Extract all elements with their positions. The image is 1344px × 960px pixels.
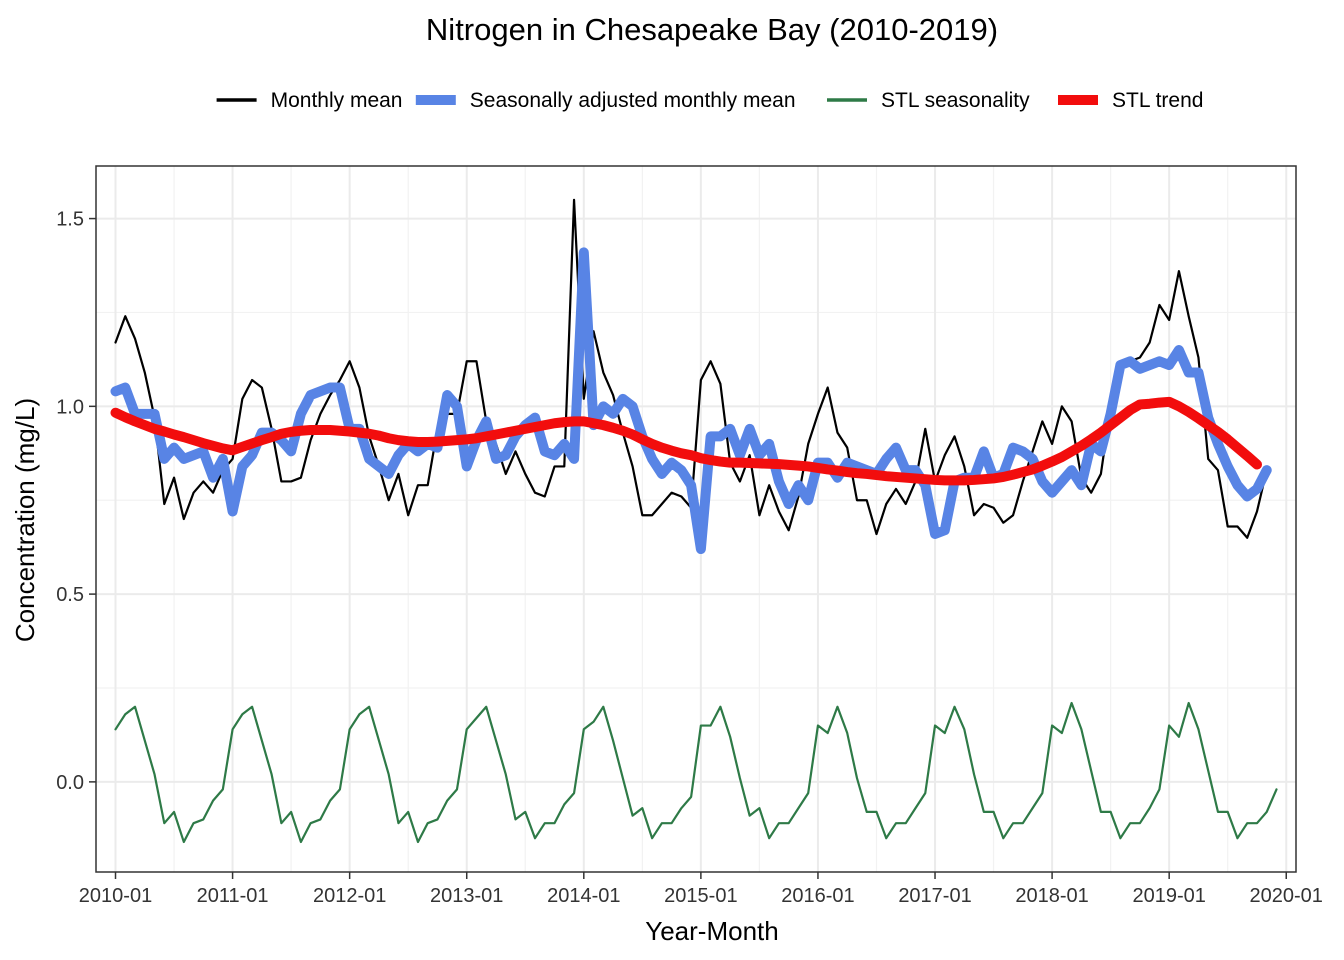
y-tick-label: 0.5 bbox=[56, 584, 84, 606]
legend-label-monthly-mean: Monthly mean bbox=[271, 89, 403, 112]
x-tick-label: 2016-01 bbox=[781, 885, 854, 907]
x-axis: 2010-01 2011-01 2012-01 2013-01 2014-01 2015-… bbox=[79, 872, 1323, 907]
series-stl-seasonality-line bbox=[114, 701, 1278, 844]
y-tick-label: 1.0 bbox=[56, 396, 84, 418]
x-tick-label: 2012-01 bbox=[313, 885, 386, 907]
x-tick-label: 2011-01 bbox=[197, 885, 269, 907]
x-tick-label: 2020-01 bbox=[1250, 885, 1323, 907]
legend-label-seasonally-adjusted: Seasonally adjusted monthly mean bbox=[470, 89, 796, 112]
x-axis-title: Year-Month bbox=[645, 916, 778, 946]
x-tick-label: 2013-01 bbox=[430, 885, 503, 907]
x-tick-label: 2014-01 bbox=[547, 885, 620, 907]
y-tick-label: 1.5 bbox=[56, 209, 84, 231]
y-axis: 0.0 0.5 1.0 1.5 bbox=[56, 209, 96, 794]
x-tick-label: 2018-01 bbox=[1015, 885, 1088, 907]
x-tick-label: 2015-01 bbox=[664, 885, 737, 907]
y-axis-title: Concentration (mg/L) bbox=[10, 398, 40, 642]
x-tick-label: 2010-01 bbox=[79, 885, 152, 907]
x-tick-label: 2019-01 bbox=[1132, 885, 1205, 907]
plot-panel bbox=[95, 165, 1297, 873]
x-tick-label: 2017-01 bbox=[898, 885, 971, 907]
legend-label-stl-trend: STL trend bbox=[1112, 89, 1203, 112]
series-stl-trend-line bbox=[110, 396, 1262, 486]
chart-title: Nitrogen in Chesapeake Bay (2010-2019) bbox=[426, 12, 998, 47]
legend-label-stl-seasonality: STL seasonality bbox=[881, 89, 1030, 112]
legend: Monthly mean Seasonally adjusted monthly … bbox=[216, 89, 1203, 112]
y-tick-label: 0.0 bbox=[56, 772, 84, 794]
series-seasonally-adjusted-line bbox=[110, 247, 1272, 555]
